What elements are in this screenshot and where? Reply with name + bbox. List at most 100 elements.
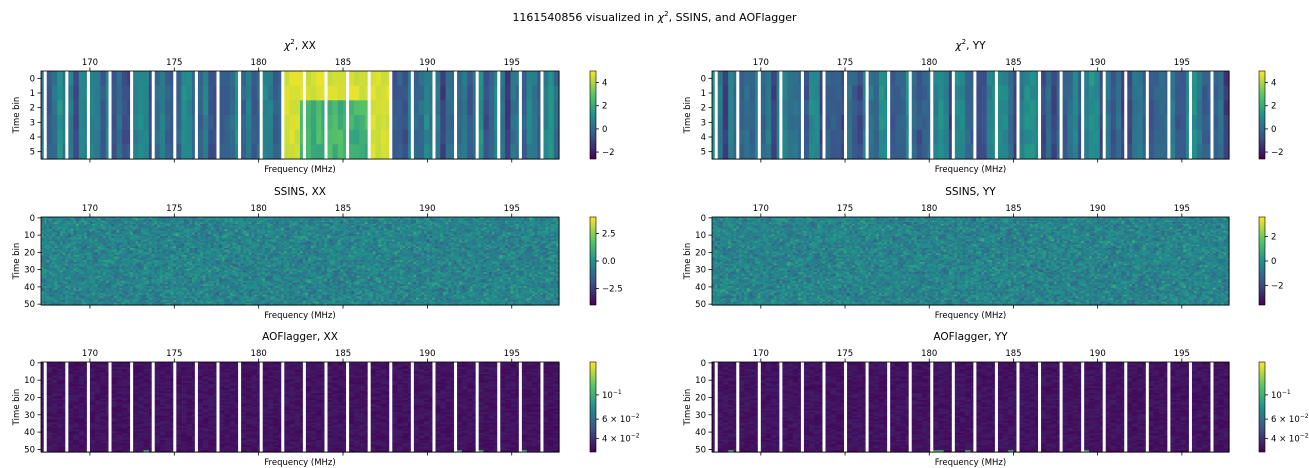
heatmap-cell [289,144,295,159]
heatmap-cell [165,130,171,145]
y-tick-label: 1 [701,89,706,99]
heatmap-cell [917,100,923,115]
heatmap-cell [100,115,106,130]
heatmap-cell [46,86,52,101]
heatmap-cell [440,144,446,159]
flagged-channel [454,71,457,159]
heatmap-cell [52,86,58,101]
heatmap-cell [739,71,745,86]
heatmap-cell [456,71,462,86]
heatmap-cell [68,71,74,86]
heatmap-cell [381,100,387,115]
heatmap-cell [424,100,430,115]
heatmap-cell [359,86,365,101]
heatmap-cell [1137,86,1143,101]
heatmap-cell [208,86,214,101]
heatmap-cell [954,86,960,101]
heatmap-cell [68,144,74,159]
flagged-channel [540,71,543,159]
heatmap-cell [1046,100,1052,115]
heatmap-cell [419,100,425,115]
heatmap-cell [338,115,344,130]
heatmap-cell [723,71,729,86]
heatmap-cell [219,71,225,86]
heatmap-cell [419,144,425,159]
heatmap-cell [895,71,901,86]
heatmap-cell [836,100,842,115]
heatmap-cell [446,115,452,130]
heatmap-cell [717,115,723,130]
heatmap-cell [1041,144,1047,159]
heatmap-cell [543,100,549,115]
colorbar-gradient [590,71,596,159]
heatmap-cell [144,100,150,115]
heatmap-cell [305,100,311,115]
heatmap-cell [521,100,527,115]
heatmap-cell [284,71,290,86]
flagged-channel [1189,71,1192,159]
heatmap-cell [510,144,516,159]
heatmap-cell [505,144,511,159]
flagged-channel [973,71,976,159]
heatmap-cell [1181,71,1187,86]
heatmap-cell [852,130,858,145]
heatmap-cell [133,71,139,86]
flagged-channel [65,71,68,159]
heatmap-cell [976,115,982,130]
heatmap-cell [397,100,403,115]
heatmap-cell [230,115,236,130]
heatmap-cell [122,100,128,115]
heatmap-cell [424,115,430,130]
heatmap-cell [160,130,166,145]
heatmap-cell [938,144,944,159]
heatmap-cell [911,86,917,101]
heatmap-cell [527,100,533,115]
heatmap-cell [435,100,441,115]
heatmap-cell [1202,115,1208,130]
heatmap-cell [1105,130,1111,145]
heatmap-cell [900,100,906,115]
heatmap-cell [187,100,193,115]
x-tick-label: 175 [166,58,182,68]
heatmap-cell [295,144,301,159]
heatmap-cell [403,130,409,145]
heatmap-cell [825,100,831,115]
flagged-channel [1210,71,1213,159]
heatmap-cell [483,71,489,86]
heatmap-cell [370,144,376,159]
heatmap-cell [857,86,863,101]
heatmap-cell [246,144,252,159]
heatmap-cell [203,144,209,159]
heatmap-cell [1218,115,1224,130]
heatmap-cell [500,100,506,115]
heatmap-cell [771,144,777,159]
heatmap-cell [847,100,853,115]
heatmap-cell [397,71,403,86]
heatmap-cell [489,86,495,101]
heatmap-cell [532,86,538,101]
heatmap-cell [981,86,987,101]
heatmap-cell [349,100,355,115]
heatmap-cell [446,86,452,101]
heatmap-cell [1051,100,1057,115]
heatmap-cell [1127,71,1133,86]
heatmap-cell [750,130,756,145]
heatmap-cell [750,115,756,130]
y-tick-label: 5 [30,148,35,158]
heatmap-cell [478,86,484,101]
x-tick-label: 190 [419,58,435,68]
heatmap-cell [793,130,799,145]
heatmap-cell [1073,144,1079,159]
heatmap-cell [100,130,106,145]
flagged-channel [736,71,739,159]
heatmap-cell [1062,86,1068,101]
heatmap-cell [111,100,117,115]
heatmap-cell [809,144,815,159]
heatmap-cell [467,115,473,130]
heatmap-cell [543,86,549,101]
heatmap-cell [1019,86,1025,101]
heatmap-cell [809,71,815,86]
heatmap-cell [289,100,295,115]
heatmap-cell [917,86,923,101]
heatmap-cell [1030,144,1036,159]
